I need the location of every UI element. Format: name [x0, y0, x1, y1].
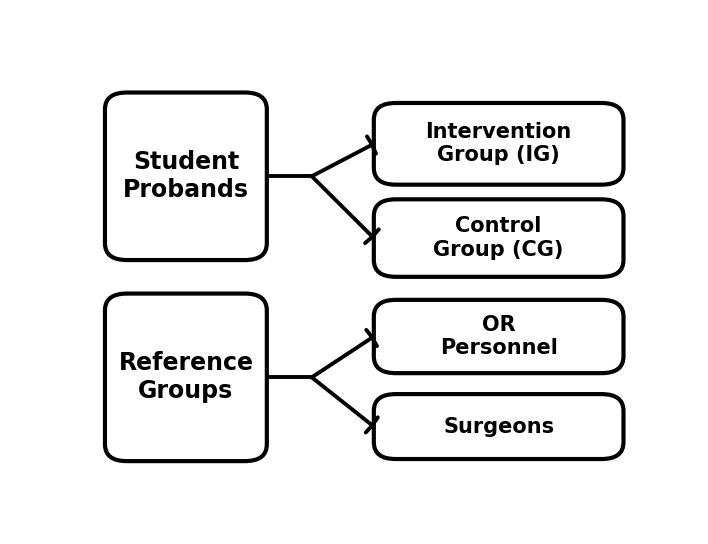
FancyBboxPatch shape	[374, 199, 624, 277]
Text: Surgeons: Surgeons	[443, 417, 554, 437]
FancyBboxPatch shape	[105, 294, 267, 461]
Text: Intervention
Group (IG): Intervention Group (IG)	[426, 122, 572, 165]
Text: Student
Probands: Student Probands	[123, 150, 249, 202]
Text: Control
Group (CG): Control Group (CG)	[433, 217, 564, 259]
Text: OR
Personnel: OR Personnel	[440, 315, 558, 358]
FancyBboxPatch shape	[374, 300, 624, 373]
FancyBboxPatch shape	[374, 103, 624, 184]
Text: Reference
Groups: Reference Groups	[118, 351, 253, 403]
FancyBboxPatch shape	[105, 92, 267, 260]
FancyBboxPatch shape	[374, 394, 624, 459]
